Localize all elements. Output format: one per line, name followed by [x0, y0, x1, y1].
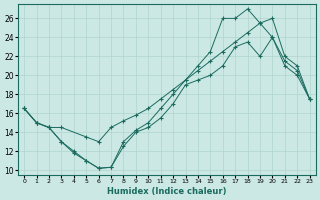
- X-axis label: Humidex (Indice chaleur): Humidex (Indice chaleur): [107, 187, 227, 196]
